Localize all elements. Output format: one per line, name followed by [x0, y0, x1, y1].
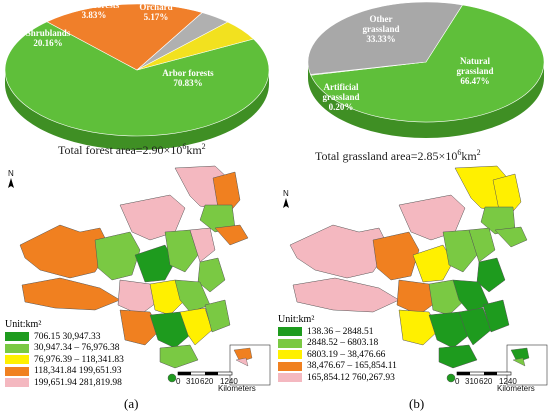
forest-figure: Arbor forests 70.83% Shrublands 20.16% Other… — [4, 0, 271, 393]
scale-bar — [456, 371, 512, 376]
forest-map — [19, 165, 249, 383]
north-arrow-icon: N — [283, 189, 289, 208]
legend-swatch — [5, 343, 29, 353]
legend-item: 138.36 – 2848.51 — [278, 326, 397, 338]
forest-slice-label-0: Arbor forests 70.83% — [162, 68, 214, 88]
legend-swatch — [5, 366, 29, 376]
grassland-slice-label-0: Natural grassland 66.47% — [456, 56, 493, 86]
panel-label-a: (a) — [124, 396, 139, 411]
grassland-slice-2 — [307, 1, 463, 75]
forest-slice-3 — [136, 21, 255, 71]
svg-text:N: N — [283, 189, 289, 198]
grassland-panel: Natural grassland 66.47% Artificial grasslan… — [275, 0, 550, 419]
forest-pie: Arbor forests 70.83% Shrublands 20.16% Other… — [4, 0, 270, 137]
legend-item: 706.15 30,947.33 — [5, 331, 124, 343]
scale-tick-1: 310 — [186, 377, 200, 386]
grassland-slice-0 — [310, 4, 545, 123]
legend-item: 165,854.12 760,267.93 — [278, 372, 397, 384]
grassland-legend: Unit:km² 138.36 – 2848.51 2848.52 – 6803… — [278, 314, 397, 384]
forest-slice-1 — [46, 3, 203, 71]
panel-label-b: (b) — [409, 396, 425, 411]
forest-slice-label-2: Other forests 3.83% — [69, 0, 120, 20]
scale-unit: Kilometers — [218, 384, 256, 393]
forest-total-caption: Total forest area=2.90×106km2 — [58, 142, 206, 157]
legend-swatch — [5, 378, 29, 388]
scale-tick-0: 0 — [176, 377, 181, 386]
legend-item: 30,947.34 – 76,976.38 — [5, 343, 124, 355]
legend-swatch — [278, 350, 302, 360]
legend-item: 76,976.39 – 118,341.83 — [5, 354, 124, 366]
grassland-slice-label-1: Artificial grassland 0.20% — [322, 82, 359, 112]
svg-text:N: N — [8, 169, 14, 178]
legend-title: Unit:km² — [5, 319, 42, 330]
north-arrow-icon: N — [8, 169, 14, 188]
grassland-map — [289, 165, 528, 383]
scale-tick-3: 1240 — [220, 377, 238, 386]
legend-swatch — [5, 332, 29, 342]
legend-swatch — [278, 327, 302, 337]
forest-slice-label-1: Shrublands 20.16% — [26, 28, 71, 48]
scale-tick-2: 620 — [200, 377, 214, 386]
legend-title: Unit:km² — [278, 314, 315, 325]
grassland-total-caption: Total grassland area=2.85×106km2 — [315, 148, 481, 163]
forest-panel: Arbor forests 70.83% Shrublands 20.16% Other… — [4, 0, 271, 411]
legend-item: 118,341.84 199,651.93 — [5, 366, 124, 378]
legend-swatch — [278, 338, 302, 348]
forest-slice-label-3: Orchard 5.17% — [139, 2, 172, 22]
scale-bar — [177, 371, 233, 376]
legend-item: 6803.19 – 38,476.66 — [278, 349, 397, 361]
forest-legend: Unit:km² 706.15 30,947.33 30,947.34 – 76… — [5, 319, 124, 389]
forest-slice-0 — [4, 21, 270, 137]
scale-tick-0: 0 — [455, 377, 460, 386]
legend-swatch — [278, 373, 302, 383]
scale-unit: Kilometers — [497, 384, 535, 393]
grassland-slice-label-2: Other grassland 33.33% — [362, 14, 399, 44]
legend-item: 199,651.94 281,819.98 — [5, 377, 124, 389]
scale-tick-3: 1240 — [499, 377, 517, 386]
legend-item: 38,476.67 – 165,854.11 — [278, 361, 397, 373]
grassland-figure: Natural grassland 66.47% Artificial grasslan… — [283, 1, 548, 393]
scale-tick-2: 620 — [479, 377, 493, 386]
scale-tick-1: 310 — [465, 377, 479, 386]
legend-swatch — [5, 355, 29, 365]
legend-item: 2848.52 – 6803.18 — [278, 338, 397, 350]
legend-swatch — [278, 361, 302, 371]
grassland-pie: Natural grassland 66.47% Artificial grasslan… — [307, 1, 545, 123]
